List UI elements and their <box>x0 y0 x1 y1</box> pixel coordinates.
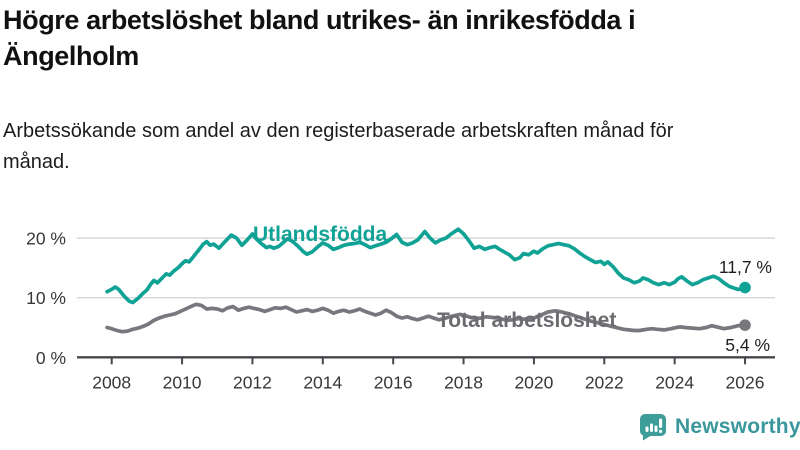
series-line-total <box>105 302 747 334</box>
unemployment-chart: 0 % 10 % 20 % 2008 2010 2012 2014 2016 2018 2020 2… <box>26 223 775 392</box>
x-axis-tick-label: 2022 <box>585 372 624 392</box>
bar-chart-speech-bubble-icon <box>640 414 666 441</box>
end-value-label-total: 5,4 % <box>725 335 770 355</box>
y-axis-tick-label: 10 % <box>26 288 66 308</box>
series-end-dot-total <box>739 319 751 331</box>
series-label-total: Total arbetslöshet <box>437 309 616 332</box>
newsworthy-logo: Newsworthy <box>639 413 800 441</box>
x-axis-tick-label: 2010 <box>163 372 202 392</box>
x-axis-tick-label: 2026 <box>726 372 765 392</box>
x-axis-tick-label: 2012 <box>233 372 272 392</box>
series-label-utlandsfodda: Utlandsfödda <box>253 223 387 246</box>
y-axis-tick-label: 20 % <box>26 229 66 249</box>
series-end-dot-utlandsfodda <box>739 281 751 294</box>
x-axis-tick-label: 2020 <box>514 372 553 392</box>
page-title: Högre arbetslöshet bland utrikes- än inr… <box>3 5 636 71</box>
y-axis-tick-label: 0 % <box>36 348 66 368</box>
x-axis-tick-label: 2016 <box>374 372 413 392</box>
newsworthy-wordmark: Newsworthy <box>675 415 800 438</box>
x-axis-tick-label: 2024 <box>655 372 694 392</box>
x-axis-tick-label: 2018 <box>444 372 483 392</box>
end-value-label-utlandsfodda: 11,7 % <box>719 257 772 277</box>
series-line-utlandsfodda <box>105 227 747 305</box>
chart-subtitle: Arbetssökande som andel av den registerb… <box>3 120 674 173</box>
x-axis-tick-label: 2008 <box>92 372 131 392</box>
x-axis-tick-label: 2014 <box>303 372 342 392</box>
